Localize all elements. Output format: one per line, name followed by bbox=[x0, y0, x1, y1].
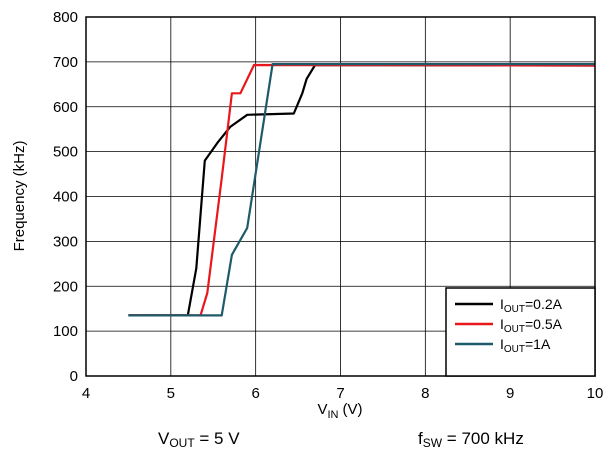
x-axis-title-sub: IN bbox=[328, 409, 339, 420]
x-axis-title-main: V bbox=[317, 401, 327, 418]
plot-frame bbox=[85, 16, 596, 377]
series-line bbox=[128, 63, 596, 317]
fsw-caption-main: f bbox=[418, 429, 423, 448]
fsw-caption-value: = 700 kHz bbox=[442, 429, 524, 448]
x-axis-title-unit: (V) bbox=[343, 401, 363, 418]
y-axis-title: Frequency (kHz) bbox=[11, 141, 28, 252]
y-tick-labels: 0 100 200 300 400 500 600 700 800 bbox=[53, 9, 78, 385]
series-line bbox=[128, 62, 595, 317]
x-tick-label: 9 bbox=[506, 385, 514, 402]
x-tick-label: 8 bbox=[421, 385, 429, 402]
frequency-chart: 4 5 6 7 8 9 10 0 100 200 300 400 500 600 700 800 Frequ… bbox=[11, 9, 604, 420]
legend-label: IOUT=0.2A bbox=[500, 296, 563, 315]
legend-label: IOUT=1A bbox=[500, 336, 551, 355]
series-line bbox=[128, 63, 596, 317]
y-tick-label: 300 bbox=[53, 233, 78, 250]
x-tick-label: 6 bbox=[251, 385, 259, 402]
legend-label: IOUT=0.5A bbox=[500, 316, 563, 335]
y-tick-label: 500 bbox=[53, 144, 78, 161]
fsw-caption: fSW = 700 kHz bbox=[418, 429, 524, 450]
y-tick-label: 200 bbox=[53, 278, 78, 295]
y-tick-label: 700 bbox=[53, 54, 78, 71]
x-tick-labels: 4 5 6 7 8 9 10 bbox=[82, 385, 604, 402]
x-tick-label: 7 bbox=[336, 385, 344, 402]
x-tick-label: 4 bbox=[82, 385, 90, 402]
y-tick-label: 800 bbox=[53, 9, 78, 26]
vout-caption: VOUT = 5 V bbox=[158, 429, 240, 450]
x-tick-label: 10 bbox=[587, 385, 604, 402]
legend-box bbox=[445, 287, 596, 377]
y-tick-label: 100 bbox=[53, 323, 78, 340]
vout-caption-sub: OUT bbox=[169, 436, 195, 450]
y-tick-label: 400 bbox=[53, 189, 78, 206]
x-axis-title: VIN (V) bbox=[317, 401, 362, 420]
vout-caption-value: = 5 V bbox=[194, 429, 240, 448]
grid-lines bbox=[86, 17, 595, 376]
x-tick-label: 5 bbox=[167, 385, 175, 402]
series-lines bbox=[128, 62, 596, 317]
y-tick-label: 0 bbox=[70, 368, 78, 385]
y-tick-label: 600 bbox=[53, 99, 78, 116]
vout-caption-main: V bbox=[158, 429, 170, 448]
fsw-caption-sub: SW bbox=[422, 436, 443, 450]
